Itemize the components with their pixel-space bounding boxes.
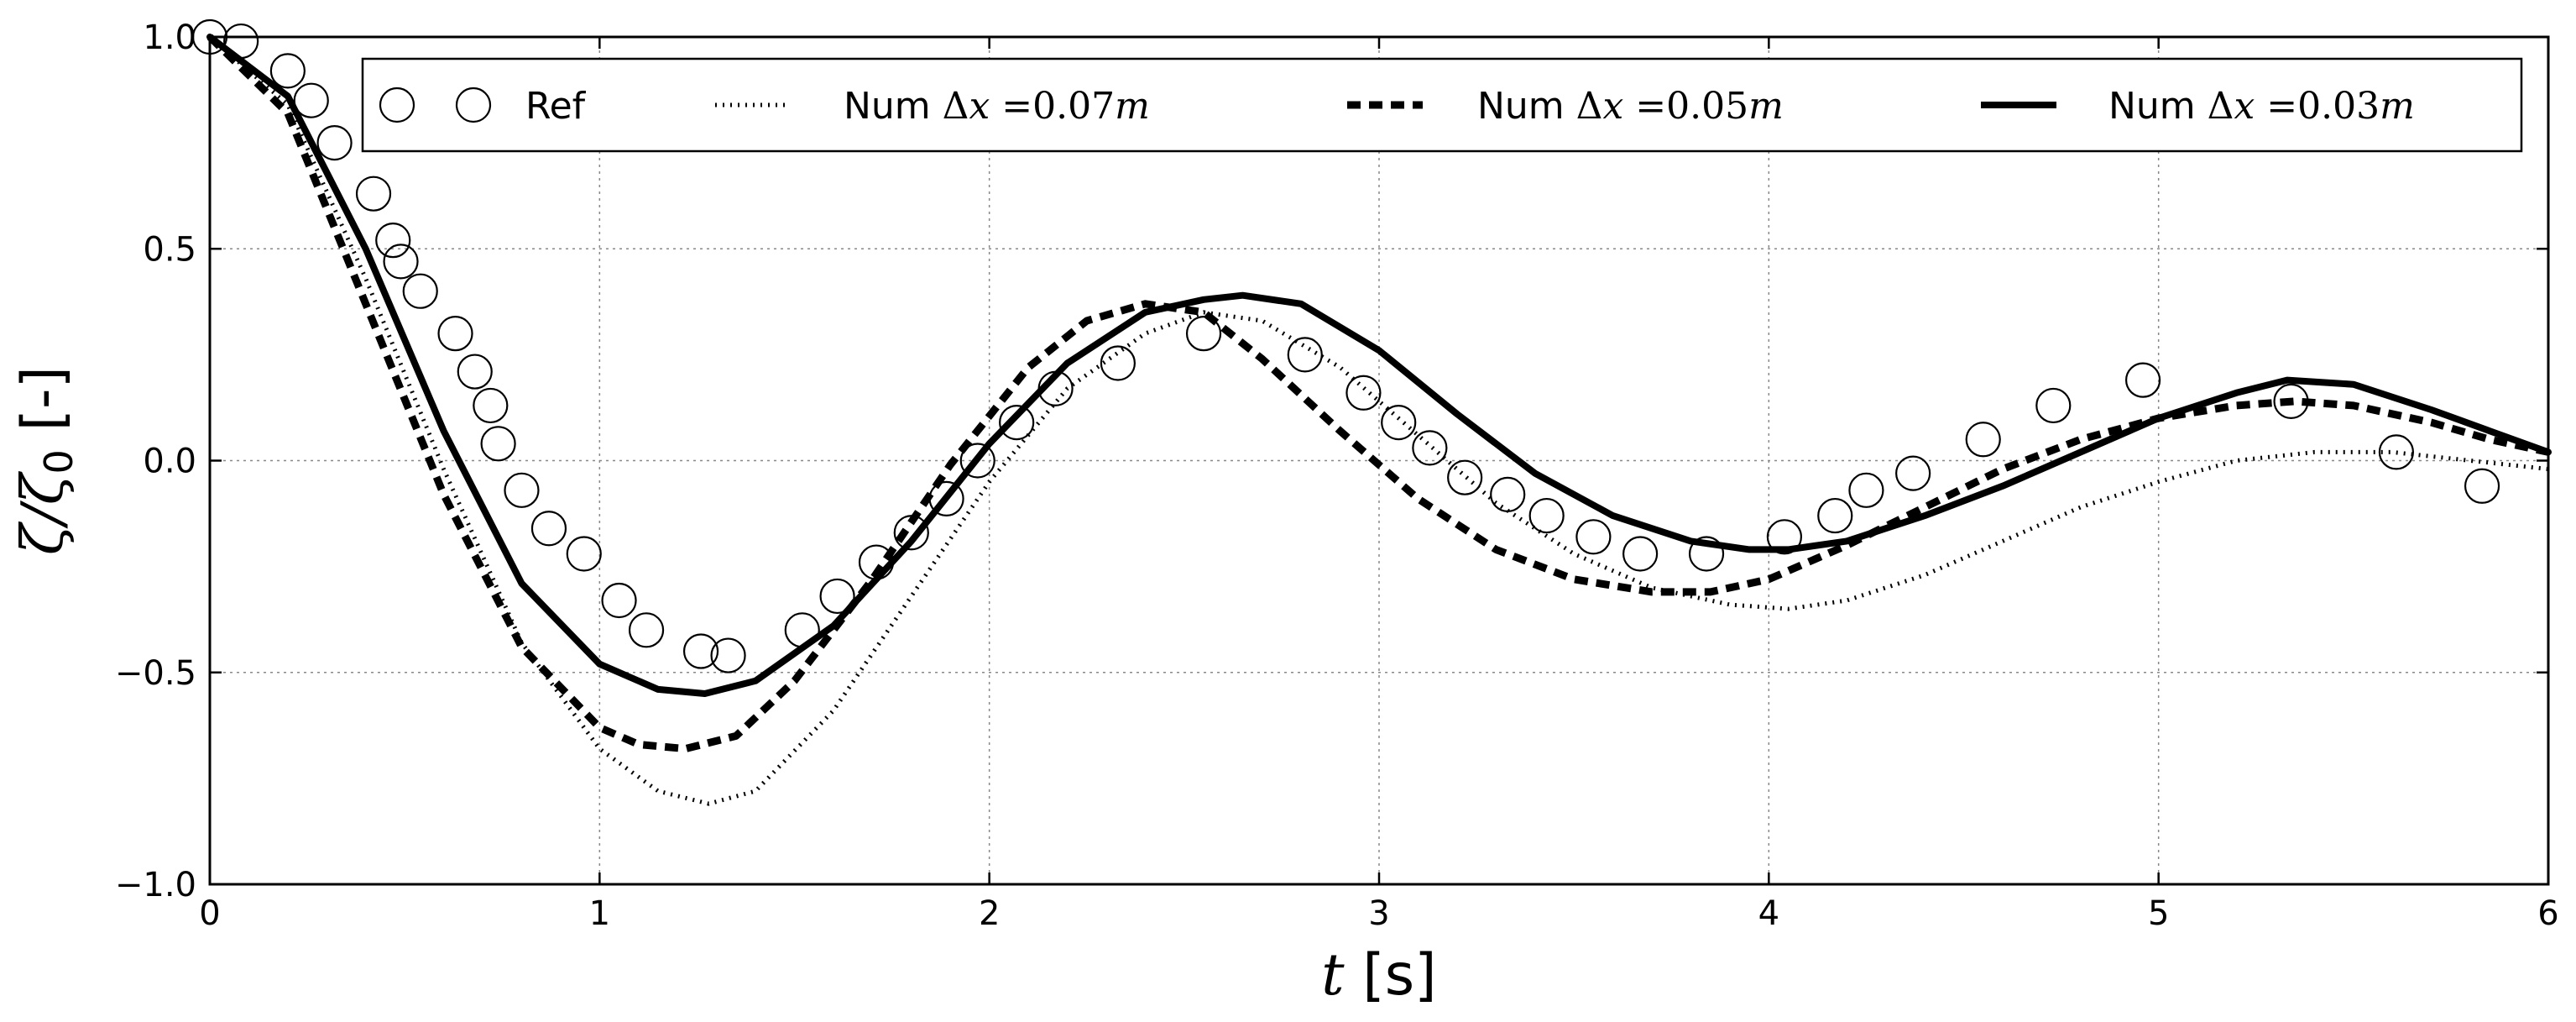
legend-entry: Num Δx =0.03m (1981, 85, 2415, 128)
ref-point (375, 223, 411, 259)
x-tick-label: 0 (199, 894, 220, 933)
ref-point (437, 316, 473, 352)
legend-entry: Num Δx =0.07m (715, 85, 1150, 128)
y-tick-label: −1.0 (115, 866, 196, 904)
ref-point (530, 511, 567, 547)
ref-point (1345, 375, 1382, 411)
legend-marker (379, 86, 415, 123)
ref-point (2124, 362, 2161, 398)
ref-point (1817, 497, 1853, 534)
ref-point (1528, 497, 1565, 534)
series-line-dashed (206, 34, 2549, 753)
x-tick-label: 3 (1368, 894, 1389, 933)
ref-point (504, 472, 540, 508)
ref-point (457, 354, 493, 390)
series-line-solid (206, 34, 2552, 697)
ref-point (402, 273, 438, 309)
ref-point (819, 578, 855, 615)
ref-point (1412, 430, 1448, 466)
x-tick-label: 4 (1758, 894, 1779, 933)
ref-point (1575, 519, 1612, 555)
y-tick-label: 1.0 (143, 18, 196, 57)
ref-point (2035, 387, 2072, 424)
ref-point (628, 612, 665, 648)
ref-point (1688, 536, 1725, 572)
x-tick-label: 6 (2537, 894, 2558, 933)
ref-point (959, 443, 995, 479)
plot-series (191, 18, 2552, 806)
x-tick-label: 1 (589, 894, 610, 933)
ref-point (316, 125, 353, 161)
legend-entry: Ref (379, 85, 587, 128)
ref-point (473, 387, 509, 424)
legend: Ref Num Δx =0.07m Num Δx =0.05m Num Δx =0.0… (361, 57, 2523, 153)
ref-point (1622, 536, 1659, 572)
legend-label: Ref (525, 85, 587, 128)
ref-point (1965, 422, 2001, 458)
ref-point (1381, 404, 1417, 441)
x-axis-label: t [s] (1321, 942, 1436, 1009)
ref-point (601, 582, 637, 619)
legend-label: Num Δx =0.07m (844, 85, 1150, 128)
ref-point (566, 536, 602, 572)
ref-point (383, 244, 419, 280)
axis-ticks: 0 1 2 3 4 5 6 −1.0 −0.5 0.0 0.5 1.0 (115, 18, 2559, 933)
ref-point (682, 633, 719, 669)
ref-point (355, 176, 392, 212)
ref-point (1895, 455, 1931, 491)
legend-label: Num Δx =0.03m (2108, 85, 2415, 128)
y-axis-label: ζ/ζ0 [-] (10, 366, 81, 555)
legend-label: Num Δx =0.05m (1477, 85, 1784, 128)
ref-point (293, 82, 329, 118)
y-tick-label: −0.5 (115, 654, 196, 693)
ref-point (1766, 519, 1803, 555)
y-tick-label: 0.5 (143, 230, 196, 269)
ref-point (1100, 345, 1136, 381)
ref-point (2378, 434, 2415, 470)
legend-entry: Num Δx =0.05m (1347, 85, 1784, 128)
x-tick-label: 5 (2148, 894, 2169, 933)
x-tick-label: 2 (979, 894, 1000, 933)
ref-point (1287, 337, 1323, 373)
ref-point (999, 404, 1035, 441)
ref-point (269, 53, 306, 89)
ref-point (1447, 459, 1483, 495)
y-tick-label: 0.0 (143, 443, 196, 481)
ref-point (1185, 316, 1222, 352)
ref-point (2464, 468, 2500, 504)
legend-frame (361, 57, 2523, 153)
legend-marker (455, 86, 492, 123)
ref-point (710, 637, 746, 673)
ref-point (1848, 472, 1884, 508)
ref-point (480, 426, 516, 462)
